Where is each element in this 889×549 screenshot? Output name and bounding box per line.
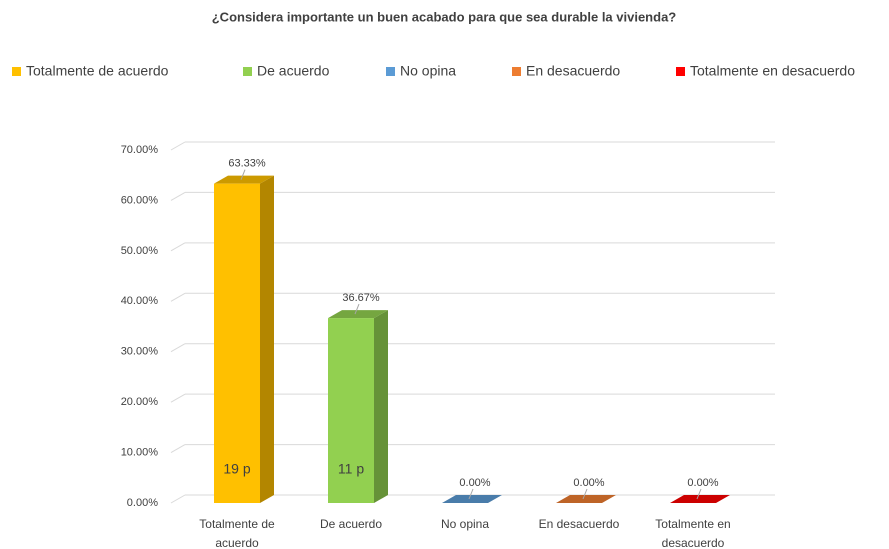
label-leader — [696, 488, 702, 500]
grid-line — [170, 292, 186, 302]
y-tick-label: 0.00% — [127, 497, 158, 509]
bar-side — [374, 310, 388, 503]
y-tick-label: 30.00% — [121, 346, 159, 358]
x-tick-label: En desacuerdo — [538, 517, 620, 531]
legend-label: En desacuerdo — [526, 63, 620, 79]
legend-swatch — [676, 67, 685, 76]
y-tick-label: 40.00% — [121, 295, 159, 307]
y-tick-label: 20.00% — [121, 396, 159, 408]
legend-swatch — [512, 67, 521, 76]
grid-line — [170, 494, 186, 504]
inner-label: 19 p — [223, 461, 250, 477]
x-tick-label: Totalmente de acuerdo — [199, 517, 275, 549]
value-label: 0.00% — [573, 477, 604, 489]
label-leader — [240, 169, 246, 180]
legend-swatch — [12, 67, 21, 76]
x-tick-label: No opina — [440, 517, 490, 531]
value-label: 0.00% — [687, 477, 718, 489]
label-leader — [468, 488, 474, 500]
grid-line — [170, 343, 186, 353]
inner-label: 11 p — [338, 461, 364, 477]
grid-line — [170, 141, 186, 151]
y-tick-label: 70.00% — [121, 144, 159, 156]
legend-label: No opina — [400, 63, 456, 79]
label-leader — [582, 488, 588, 500]
bar-top — [214, 175, 274, 184]
y-tick-label: 50.00% — [121, 245, 159, 257]
value-label: 0.00% — [459, 477, 490, 489]
legend-label: De acuerdo — [257, 63, 330, 79]
y-tick-label: 60.00% — [121, 194, 159, 206]
bar-top — [328, 310, 388, 319]
bar — [328, 318, 374, 503]
value-label: 63.33% — [228, 158, 266, 170]
legend-swatch — [243, 67, 252, 76]
legend-label: Totalmente en desacuerdo — [690, 63, 855, 79]
x-tick-label: De acuerdo — [319, 517, 383, 531]
legend-label: Totalmente de acuerdo — [26, 63, 169, 79]
bar-top — [556, 495, 616, 503]
y-tick-label: 10.00% — [121, 446, 159, 458]
grid-line — [170, 393, 186, 403]
value-label: 36.67% — [342, 292, 380, 304]
bar-top — [670, 495, 730, 503]
legend-swatch — [386, 67, 395, 76]
bar-top — [442, 495, 502, 503]
bar — [214, 183, 260, 503]
label-leader — [354, 303, 360, 315]
chart-title: ¿Considera importante un buen acabado pa… — [212, 9, 677, 24]
x-tick-label: Totalmente en desacuerdo — [655, 517, 731, 549]
grid-line — [170, 191, 186, 201]
grid-line — [170, 242, 186, 252]
grid-line — [170, 444, 186, 454]
bar-side — [260, 175, 274, 503]
